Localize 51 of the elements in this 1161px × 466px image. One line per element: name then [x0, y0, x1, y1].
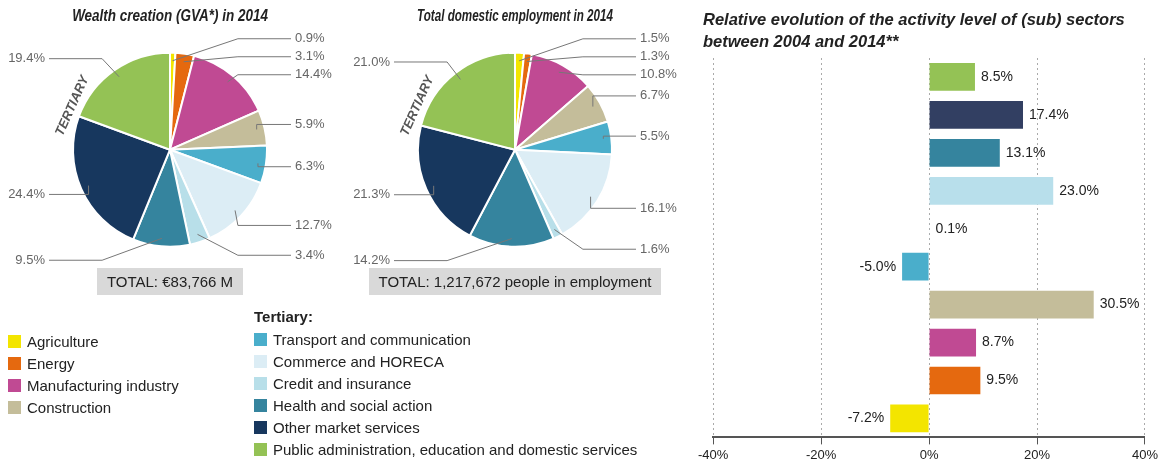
data-label: 16.1% [640, 199, 678, 215]
data-label: 6.7% [640, 87, 671, 103]
x-tick-label: -40% [697, 446, 729, 462]
data-label: 3.1% [295, 48, 326, 64]
chart-title: Wealth creation (GVA*) in 2014 [72, 5, 269, 25]
chart-title: Total domestic employment in 2014 [417, 5, 613, 25]
data-label: 5.5% [640, 127, 671, 143]
data-label: 17.4% [1029, 105, 1069, 122]
data-label: 12.7% [295, 217, 333, 233]
legend-label: Agriculture [27, 332, 99, 350]
legend-label: Energy [27, 354, 75, 372]
legend-label: Credit and insurance [273, 374, 412, 392]
data-label: 9.5% [15, 251, 46, 267]
data-label: 30.5% [1099, 295, 1140, 312]
legend-label: Health and social action [273, 396, 433, 414]
data-label: 19.4% [8, 50, 46, 66]
legend-label: Public administration, education and domestic services [273, 440, 638, 458]
legend-label: Manufacturing industry [27, 376, 179, 394]
legend-label: Other market services [273, 418, 420, 436]
x-tick-label: 40% [1131, 446, 1159, 462]
x-tick-label: 0% [919, 446, 939, 462]
text: TOTAL: 1,217,672 people in employment [368, 268, 662, 295]
data-label: 14.4% [295, 66, 333, 82]
data-label: 8.5% [980, 67, 1013, 84]
data-label: 0.9% [295, 30, 326, 46]
data-label: 1.3% [640, 48, 671, 64]
data-label: 9.5% [986, 371, 1019, 388]
data-label: 21.0% [353, 53, 391, 69]
legend-label: Commerce and HORECA [273, 352, 444, 370]
data-label: 6.3% [295, 158, 326, 174]
data-label: 21.3% [353, 186, 391, 202]
x-tick-label: -20% [805, 446, 837, 462]
legend-label: Construction [27, 398, 112, 416]
data-label: 23.0% [1059, 181, 1099, 198]
legend-label: Transport and communication [273, 330, 471, 348]
data-label: 8.7% [982, 333, 1014, 350]
data-label: 10.8% [640, 66, 678, 82]
text: TOTAL: €83,766 M [96, 268, 244, 295]
legend-title: Tertiary: [254, 308, 314, 327]
data-label: 1.6% [640, 240, 671, 256]
data-label: 0.1% [935, 219, 968, 236]
data-label: 3.4% [295, 246, 326, 262]
data-label: 24.4% [8, 186, 46, 201]
data-label: 13.1% [1005, 143, 1046, 160]
data-label: 5.9% [295, 116, 326, 132]
x-tick-label: 20% [1024, 446, 1051, 462]
data-label: -5.0% [859, 257, 897, 274]
data-label: -7.2% [847, 409, 885, 426]
data-label: 14.2% [353, 252, 391, 268]
chart-title: Relative evolution of the activity level of (sub) sectors between 2004 and 2014** [703, 9, 1126, 52]
data-label: 1.5% [640, 30, 671, 46]
